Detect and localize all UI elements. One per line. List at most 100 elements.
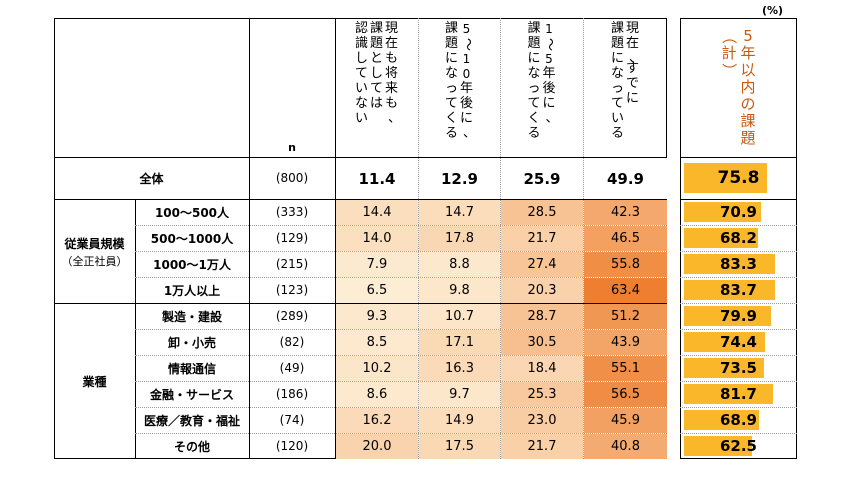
data-cell: 43.9 <box>584 330 667 355</box>
sample-size-cell: (800) <box>275 171 309 185</box>
column-header: 現在、すでに課題になっている <box>610 21 642 142</box>
total-bar <box>684 228 759 248</box>
data-cell: 17.5 <box>419 434 500 459</box>
grid-line <box>583 18 584 459</box>
data-cell: 20.3 <box>501 278 583 303</box>
sample-size-cell: (129) <box>275 231 309 245</box>
total-value: 75.8 <box>717 168 760 188</box>
data-cell: 40.8 <box>584 434 667 459</box>
column-header-line: 1 ～ 5 年後に、 <box>542 22 559 126</box>
total-bar <box>684 306 772 326</box>
data-cell: 42.3 <box>584 200 667 225</box>
column-header-line: 課題になっている <box>610 21 624 141</box>
total-value: 68.2 <box>719 229 757 247</box>
column-header-line: 現在も将来も、 <box>384 21 402 126</box>
data-cell: 55.8 <box>584 252 667 277</box>
grid-line <box>249 18 250 459</box>
grid-line <box>680 381 797 382</box>
data-cell: 8.6 <box>336 382 418 407</box>
data-cell: 23.0 <box>501 408 583 433</box>
grid-line <box>680 355 797 356</box>
data-cell: 51.2 <box>584 304 667 329</box>
data-cell: 14.7 <box>419 200 500 225</box>
grid-line <box>680 225 797 226</box>
grid-line <box>135 225 667 226</box>
row-label: 1万人以上 <box>163 283 221 298</box>
row-label: 金融・サービス <box>149 387 234 402</box>
grid-line <box>680 251 797 252</box>
data-cell: 8.5 <box>336 330 418 355</box>
data-cell: 45.9 <box>584 408 667 433</box>
total-value: 68.9 <box>719 411 757 429</box>
group-label-company-size: 従業員規模 <box>64 237 125 251</box>
data-cell: 28.7 <box>501 304 583 329</box>
row-label: 1000～1万人 <box>153 257 231 272</box>
total-bar <box>684 280 776 300</box>
grid-line <box>135 277 667 278</box>
data-cell: 17.8 <box>419 226 500 251</box>
total-value: 79.9 <box>719 307 757 325</box>
grid-line <box>54 303 667 304</box>
data-cell: 20.0 <box>336 434 418 459</box>
grid-line <box>680 329 797 330</box>
sample-size-cell: (74) <box>279 413 305 427</box>
grid-line <box>135 433 667 434</box>
data-cell: 7.9 <box>336 252 418 277</box>
data-cell: 46.5 <box>584 226 667 251</box>
grid-line <box>680 303 797 304</box>
grid-line <box>680 407 797 408</box>
row-label: 製造・建設 <box>161 309 222 324</box>
data-cell: 63.4 <box>584 278 667 303</box>
data-cell: 9.8 <box>419 278 500 303</box>
column-header: 5 ～ 1 0 年後に、課題になってくる <box>444 22 477 142</box>
data-cell: 18.4 <box>501 356 583 381</box>
sample-size-cell: (120) <box>275 439 309 453</box>
grid-line <box>335 18 336 459</box>
grid-line <box>680 277 797 278</box>
column-header-line: 5 ～ 1 0 年後に、 <box>459 22 477 141</box>
column-header: 現在も将来も、課題としては認識していない <box>354 21 402 127</box>
total-bar <box>684 384 774 404</box>
sample-size-cell: (123) <box>275 283 309 297</box>
data-cell: 16.3 <box>419 356 500 381</box>
data-cell: 21.7 <box>501 226 583 251</box>
total-bar <box>684 202 762 222</box>
row-label: 医療／教育・福祉 <box>143 413 240 428</box>
group-label-industry: 業種 <box>82 375 107 389</box>
grid-line <box>54 199 667 200</box>
sample-size-cell: (82) <box>279 335 305 349</box>
total-value: 83.3 <box>719 255 757 273</box>
group-sublabel-company-size: （全正社員） <box>61 255 128 268</box>
row-label: 100～500人 <box>154 205 230 220</box>
sample-size-cell: (215) <box>275 257 309 271</box>
sample-size-cell: (289) <box>275 309 309 323</box>
total-column-header: 5 年以内の課題（計） <box>720 28 758 147</box>
data-cell: 21.7 <box>501 434 583 459</box>
sample-size-cell: (333) <box>275 205 309 219</box>
data-cell: 14.4 <box>336 200 418 225</box>
total-bar <box>684 436 753 456</box>
total-bar <box>684 254 775 274</box>
row-label: 卸・小売 <box>167 335 216 350</box>
data-cell: 16.2 <box>336 408 418 433</box>
grid-line <box>135 381 667 382</box>
column-header: 1 ～ 5 年後に、課題になってくる <box>527 22 559 142</box>
data-cell: 11.4 <box>336 158 418 199</box>
data-cell: 9.3 <box>336 304 418 329</box>
grid-line <box>135 407 667 408</box>
data-cell: 10.7 <box>419 304 500 329</box>
data-cell: 30.5 <box>501 330 583 355</box>
data-cell: 14.9 <box>419 408 500 433</box>
data-cell: 25.3 <box>501 382 583 407</box>
grid-line <box>680 433 797 434</box>
data-cell: 55.1 <box>584 356 667 381</box>
n-column-header: n <box>288 141 296 154</box>
total-value: 62.5 <box>719 437 757 455</box>
row-label: 500～1000人 <box>150 231 234 246</box>
total-bar <box>684 163 767 193</box>
row-label: 情報通信 <box>167 361 216 376</box>
data-cell: 8.8 <box>419 252 500 277</box>
data-cell: 12.9 <box>419 158 500 199</box>
row-label: 全体 <box>139 171 164 186</box>
